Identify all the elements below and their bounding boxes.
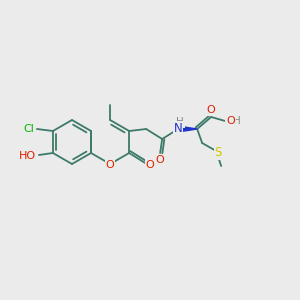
- Text: Cl: Cl: [23, 124, 34, 134]
- Polygon shape: [181, 127, 197, 131]
- Text: S: S: [214, 146, 222, 160]
- Text: O: O: [106, 160, 115, 170]
- Text: O: O: [156, 155, 164, 165]
- Text: O: O: [146, 160, 154, 170]
- Text: H: H: [176, 117, 184, 127]
- Text: N: N: [174, 122, 182, 134]
- Text: HO: HO: [19, 151, 36, 161]
- Text: O: O: [207, 105, 215, 115]
- Text: O: O: [226, 116, 235, 126]
- Text: H: H: [233, 116, 241, 126]
